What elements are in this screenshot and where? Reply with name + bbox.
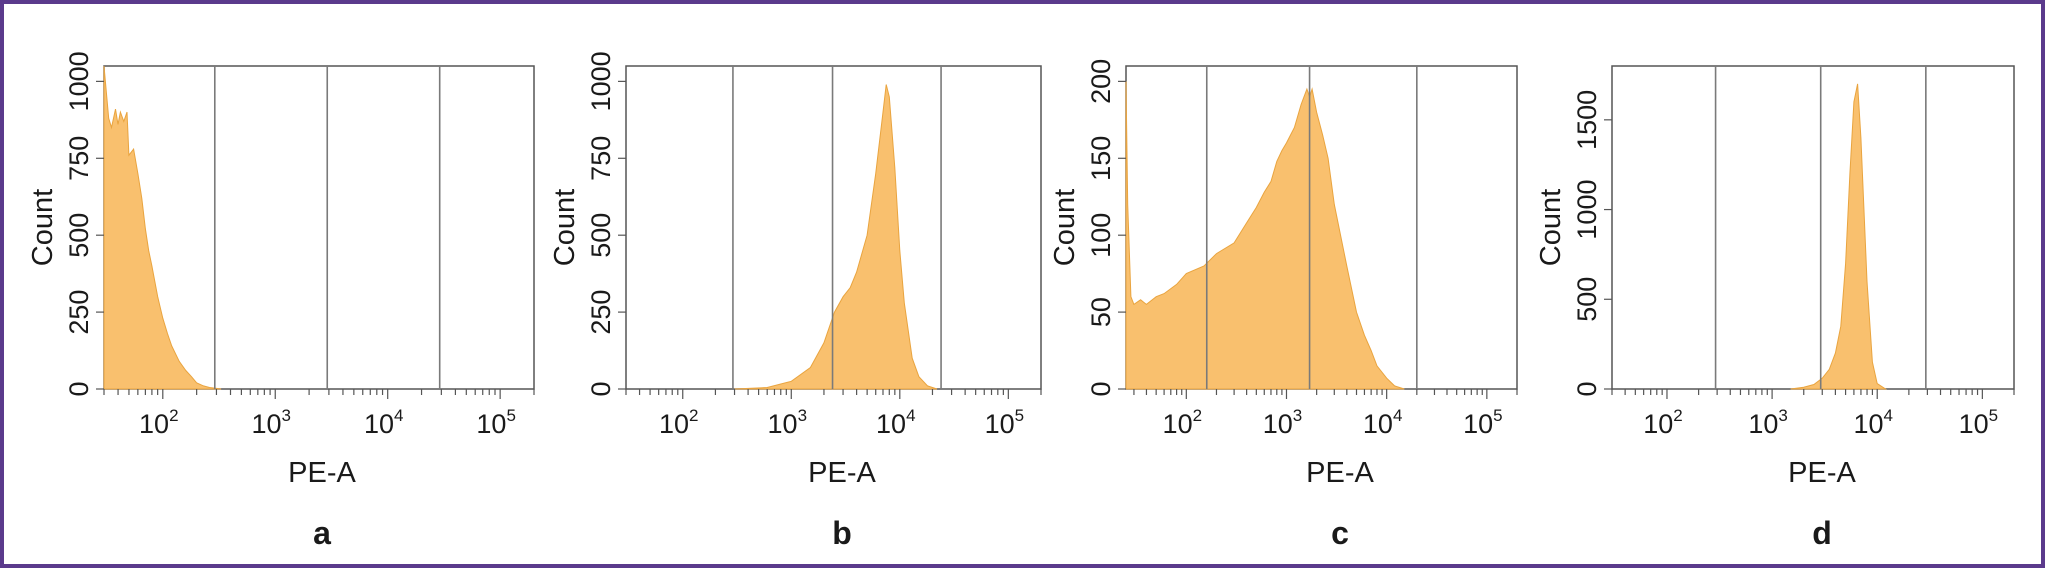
- panel-a-y-tick-label-2: 500: [64, 213, 94, 258]
- panel-a-x-tick-label-0: 102: [139, 406, 179, 439]
- panel-d-y-tick-label-2: 1000: [1572, 180, 1602, 240]
- panel-c-y-tick-label-3: 150: [1086, 136, 1116, 181]
- panel-d-x-tick-label-3: 105: [1959, 406, 1999, 439]
- panel-b-x-tick-label-exp-1: 3: [798, 406, 807, 425]
- panel-d-letter: d: [1812, 515, 1832, 551]
- panel-b-y-tick-label-3: 750: [586, 136, 616, 181]
- panel-a-x-tick-label-exp-0: 2: [169, 406, 178, 425]
- panel-a-letter: a: [313, 515, 331, 551]
- panel-b-x-tick-label-3: 105: [985, 406, 1025, 439]
- panel-d-histogram-series-0: [1790, 83, 1888, 390]
- panel-c-x-tick-label-3: 105: [1463, 406, 1503, 439]
- panel-a-x-tick-label-1: 103: [251, 406, 291, 439]
- panel-c-x-tick-label-exp-2: 4: [1393, 406, 1402, 425]
- panel-d-x-tick-label-2: 104: [1853, 406, 1893, 439]
- panel-d-x-tick-label-exp-0: 2: [1673, 406, 1682, 425]
- panel-b-x-tick-label-base-0: 10: [659, 409, 689, 439]
- panel-d-frame: [1611, 65, 2015, 390]
- panel-b-x-tick-label-exp-0: 2: [689, 406, 698, 425]
- panel-d-x-tick-label-base-2: 10: [1853, 409, 1883, 439]
- panel-c-x-tick-label-0: 102: [1163, 406, 1203, 439]
- panel-c-histogram-series-0: [1125, 81, 1405, 390]
- panel-b-histogram-series-0: [734, 84, 938, 390]
- panel-c-x-tick-label-exp-3: 5: [1493, 406, 1502, 425]
- panel-d-x-tick-label-base-0: 10: [1643, 409, 1673, 439]
- panel-c-x-tick-label-exp-0: 2: [1193, 406, 1202, 425]
- panel-a-histogram-series-0: [103, 65, 222, 390]
- panel-c-x-tick-label-base-2: 10: [1363, 409, 1393, 439]
- panel-d-y-axis-title: Count: [1535, 189, 1567, 266]
- panel-d-x-tick-label-exp-3: 5: [1989, 406, 1998, 425]
- panel-d-x-axis-title: PE-A: [1788, 457, 1856, 489]
- panel-a-x-tick-label-2: 104: [364, 406, 404, 439]
- panel-a-y-tick-label-0: 0: [64, 381, 94, 396]
- panel-a-y-tick-label-4: 1000: [64, 51, 94, 111]
- panel-a-x-tick-label-base-0: 10: [139, 409, 169, 439]
- panel-d-x-tick-label-exp-1: 3: [1778, 406, 1787, 425]
- panel-b-x-tick-label-base-1: 10: [768, 409, 798, 439]
- panel-d-x-tick-label-base-3: 10: [1959, 409, 1989, 439]
- panel-a-x-tick-label-base-1: 10: [251, 409, 281, 439]
- panel-c-x-tick-label-base-1: 10: [1263, 409, 1293, 439]
- panel-a-x-axis-title: PE-A: [288, 457, 356, 489]
- panel-d-y-tick-label-1: 500: [1572, 277, 1602, 322]
- panel-b-x-tick-label-exp-2: 4: [906, 406, 915, 425]
- panel-c-x-tick-label-exp-1: 3: [1293, 406, 1302, 425]
- panel-b-letter: b: [832, 515, 852, 551]
- panel-d-y-tick-label-3: 1500: [1572, 90, 1602, 150]
- panel-a-y-tick-label-1: 250: [64, 290, 94, 335]
- panel-b-x-tick-label-2: 104: [876, 406, 916, 439]
- panel-a-frame: [103, 65, 535, 390]
- panel-c-x-tick-label-base-0: 10: [1163, 409, 1193, 439]
- panel-c-y-axis-title: Count: [1049, 189, 1081, 266]
- panel-b-x-axis-title: PE-A: [808, 457, 876, 489]
- panel-b-y-tick-label-4: 1000: [586, 51, 616, 111]
- panel-c-y-tick-label-0: 0: [1086, 381, 1116, 396]
- panel-a-x-tick-label-exp-2: 4: [394, 406, 403, 425]
- panel-a-x-tick-label-3: 105: [476, 406, 516, 439]
- panel-b-y-tick-label-2: 500: [586, 213, 616, 258]
- panel-d-y-tick-label-0: 0: [1572, 381, 1602, 396]
- panel-b-x-tick-label-base-3: 10: [985, 409, 1015, 439]
- panel-c-y-tick-label-2: 100: [1086, 213, 1116, 258]
- panel-c-y-tick-label-1: 50: [1086, 297, 1116, 327]
- panel-b-x-tick-label-base-2: 10: [876, 409, 906, 439]
- panel-a-x-tick-label-base-3: 10: [476, 409, 506, 439]
- panel-a-x-tick-label-exp-1: 3: [282, 406, 291, 425]
- panel-d-x-tick-label-base-1: 10: [1748, 409, 1778, 439]
- panel-d-x-tick-label-0: 102: [1643, 406, 1683, 439]
- panel-c-x-tick-label-1: 103: [1263, 406, 1303, 439]
- panel-b-y-tick-label-1: 250: [586, 290, 616, 335]
- panel-a-y-tick-label-3: 750: [64, 136, 94, 181]
- panel-b-x-tick-label-exp-3: 5: [1015, 406, 1024, 425]
- panel-c-x-tick-label-base-3: 10: [1463, 409, 1493, 439]
- panel-b-y-axis-title: Count: [549, 189, 581, 266]
- panel-c-y-tick-label-4: 200: [1086, 59, 1116, 104]
- panel-c-letter: c: [1331, 515, 1349, 551]
- panel-a-x-tick-label-exp-3: 5: [506, 406, 515, 425]
- panel-a-x-tick-label-base-2: 10: [364, 409, 394, 439]
- panel-b-y-tick-label-0: 0: [586, 381, 616, 396]
- panel-c-x-tick-label-2: 104: [1363, 406, 1403, 439]
- panel-d-x-tick-label-exp-2: 4: [1884, 406, 1893, 425]
- panel-d-x-tick-label-1: 103: [1748, 406, 1788, 439]
- panel-a-y-axis-title: Count: [27, 189, 59, 266]
- panel-b-x-tick-label-0: 102: [659, 406, 699, 439]
- panel-c-x-axis-title: PE-A: [1306, 457, 1374, 489]
- panel-b-x-tick-label-1: 103: [768, 406, 808, 439]
